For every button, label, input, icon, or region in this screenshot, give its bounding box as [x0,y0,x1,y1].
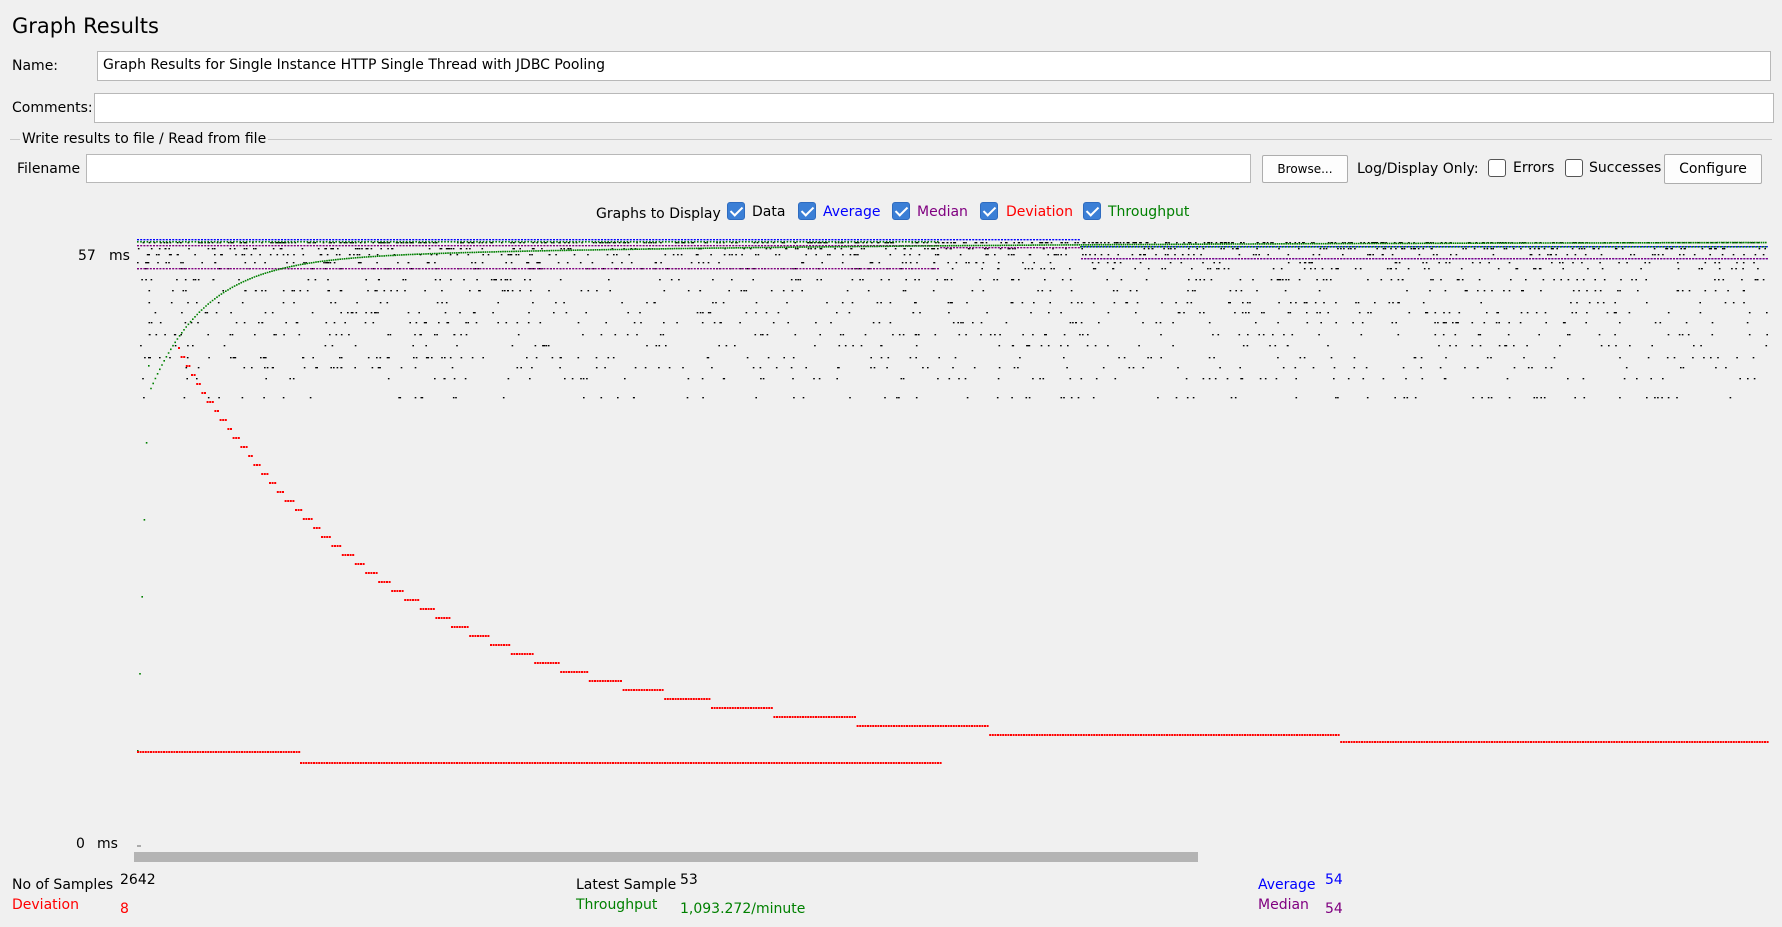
errors-checkbox[interactable] [1488,159,1506,177]
file-section-border [10,139,1772,140]
median-stat-value: 54 [1325,901,1343,917]
deviation-checkbox[interactable] [980,202,998,220]
throughput-stat-label: Throughput [576,897,658,913]
graph-horizontal-scrollbar[interactable] [134,852,1198,862]
throughput-line-marks [137,241,1767,752]
successes-checkbox[interactable] [1565,159,1583,177]
data-points-marks [137,242,1768,399]
latest-sample-value: 53 [680,872,698,888]
average-stat-value: 54 [1325,872,1343,888]
throughput-option-label: Throughput [1108,204,1190,220]
median-stat-label: Median [1258,897,1309,913]
window-title: Graph Results [12,14,159,38]
samples-value: 2642 [120,872,156,888]
deviation-line-marks [137,347,1769,764]
filename-field[interactable] [86,154,1251,183]
comments-field[interactable] [94,93,1774,123]
y-axis-bottom-unit: ms [97,836,118,852]
comments-label: Comments: [12,100,93,116]
deviation-line [137,347,1769,764]
name-field[interactable]: Graph Results for Single Instance HTTP S… [97,51,1771,81]
name-label: Name: [12,58,59,74]
latest-sample-label: Latest Sample [576,877,677,893]
deviation-stat-label: Deviation [12,897,79,913]
throughput-stat-value: 1,093.272/minute [680,901,806,917]
filename-label: Filename [17,161,81,177]
file-section-label: Write results to file / Read from file [20,131,269,147]
average-option-label: Average [823,204,881,220]
successes-label: Successes [1589,160,1662,176]
data-points [137,242,1768,399]
throughput-line [137,241,1767,752]
median-checkbox[interactable] [892,202,910,220]
y-axis-top-unit: ms [109,248,130,264]
median-option-label: Median [917,204,968,220]
data-option-label: Data [752,204,786,220]
throughput-checkbox[interactable] [1083,202,1101,220]
graphs-to-display-label: Graphs to Display [596,206,721,222]
log-display-only-label: Log/Display Only: [1357,161,1479,177]
configure-button[interactable]: Configure [1664,154,1762,184]
samples-label: No of Samples [12,877,114,893]
browse-button[interactable]: Browse... [1262,155,1348,183]
deviation-stat-value: 8 [120,901,129,917]
errors-label: Errors [1513,160,1555,176]
data-checkbox[interactable] [727,202,745,220]
average-stat-label: Average [1258,877,1316,893]
average-checkbox[interactable] [798,202,816,220]
y-axis-bottom-value: 0 [76,836,85,852]
y-axis-top-value: 57 [78,248,96,264]
deviation-option-label: Deviation [1006,204,1073,220]
